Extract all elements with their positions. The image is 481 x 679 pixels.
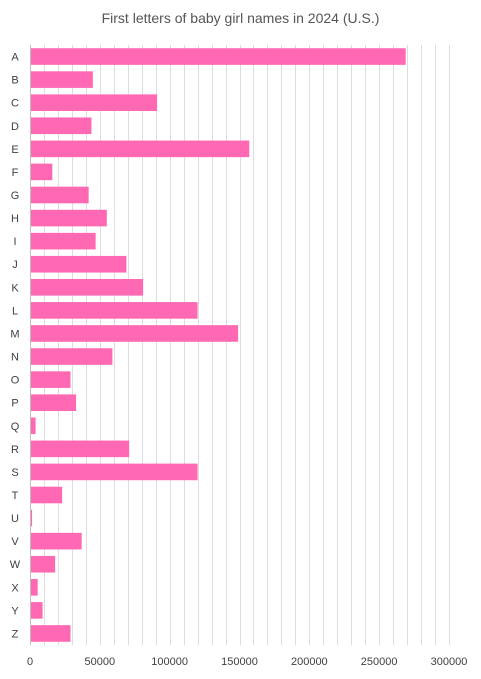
y-tick-label: L [12, 305, 18, 317]
y-tick-label: F [12, 167, 19, 179]
bar-e [30, 140, 250, 158]
x-tick-label: 300000 [431, 656, 468, 668]
bar-q [30, 417, 36, 435]
bars-layer [30, 48, 406, 642]
y-tick-label: B [11, 75, 18, 87]
y-tick-label: J [12, 259, 18, 271]
y-tick-label: C [11, 98, 19, 110]
chart-title: First letters of baby girl names in 2024… [101, 10, 380, 26]
grid-layer [44, 45, 450, 645]
bar-l [30, 302, 198, 319]
y-tick-label: K [11, 282, 19, 294]
bar-k [30, 279, 144, 296]
bar-n [30, 348, 113, 365]
bar-y [30, 602, 43, 619]
bar-s [30, 463, 198, 481]
bar-d [30, 117, 92, 135]
y-tick-label: S [11, 467, 18, 479]
bar-a [30, 48, 406, 65]
y-tick-label: R [11, 444, 19, 456]
x-tick-label: 150000 [221, 656, 258, 668]
bar-z [30, 625, 71, 642]
bar-o [30, 371, 71, 388]
bar-i [30, 232, 96, 250]
x-tick-label: 50000 [85, 656, 116, 668]
y-tick-label: D [11, 121, 19, 133]
y-tick-label: H [11, 213, 19, 225]
bar-v [30, 532, 82, 550]
bar-c [30, 94, 158, 111]
y-tick-label: N [11, 352, 19, 364]
bar-f [30, 163, 53, 181]
y-tick-label: E [11, 144, 18, 156]
x-tick-label: 250000 [361, 656, 398, 668]
y-tick-label: X [11, 582, 19, 594]
bar-j [30, 255, 127, 273]
y-tick-label: Y [11, 605, 19, 617]
bar-r [30, 440, 130, 458]
x-tick-label: 0 [27, 656, 33, 668]
bar-b [30, 71, 93, 88]
y-tick-label: Z [12, 628, 19, 640]
bar-u [30, 509, 33, 527]
x-tick-label: 200000 [291, 656, 328, 668]
y-tick-label: I [13, 236, 16, 248]
bar-t [30, 486, 63, 504]
y-tick-label: W [10, 559, 21, 571]
bar-p [30, 394, 77, 411]
bar-g [30, 186, 89, 204]
y-tick-label: A [11, 52, 19, 64]
y-tick-label: V [11, 536, 19, 548]
y-tick-label: O [11, 375, 20, 387]
bar-w [30, 555, 56, 573]
y-tick-label: T [12, 490, 19, 502]
bar-x [30, 579, 38, 596]
x-tick-label: 100000 [151, 656, 188, 668]
y-tick-label: M [10, 328, 19, 340]
y-tick-label: P [11, 398, 18, 410]
y-tick-label: U [11, 513, 19, 525]
bar-m [30, 325, 239, 342]
y-tick-label: G [11, 190, 20, 202]
y-tick-label: Q [11, 421, 20, 433]
bar-h [30, 209, 107, 227]
